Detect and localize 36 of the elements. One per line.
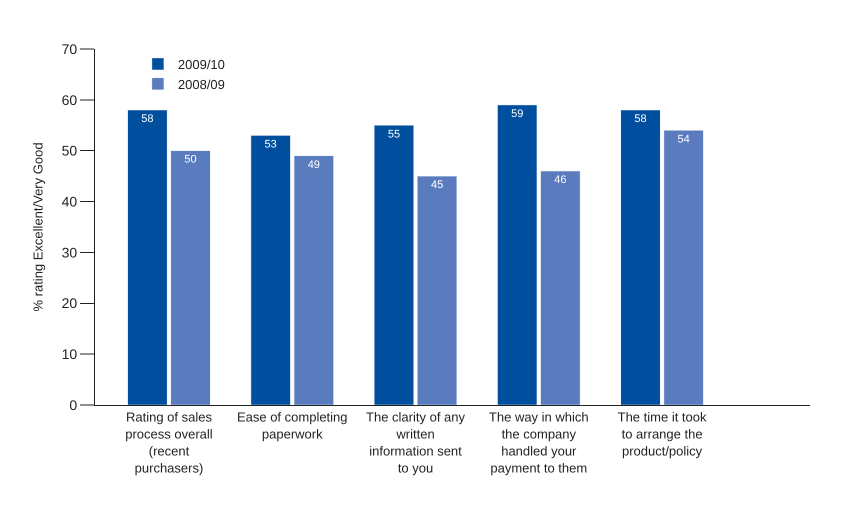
- bar: [497, 104, 538, 405]
- data-label: 49: [308, 158, 320, 171]
- bar: [620, 110, 660, 405]
- legend-label: 2009/10: [178, 57, 225, 72]
- data-label: 58: [634, 113, 647, 126]
- data-label: 53: [264, 138, 277, 150]
- y-tick-label: 10: [62, 346, 78, 362]
- y-tick-label: 30: [62, 244, 78, 260]
- data-label: 45: [430, 179, 444, 192]
- data-label: 50: [184, 154, 197, 166]
- bar: [374, 125, 414, 405]
- y-tick-label: 60: [62, 92, 78, 108]
- y-tick-label: 40: [62, 193, 78, 210]
- y-tick-label: 20: [62, 295, 78, 312]
- bar: [540, 170, 580, 405]
- x-tick-label: Ease of completing paperwork: [236, 410, 348, 442]
- data-label: 59: [511, 108, 524, 120]
- y-tick-label: 0: [69, 396, 78, 413]
- legend-label: 2008/09: [178, 76, 225, 92]
- x-tick-label: The way in which the company handled your payment to them: [488, 410, 589, 476]
- data-label: 58: [141, 113, 154, 126]
- data-label: 55: [388, 128, 400, 140]
- bar: [664, 130, 704, 405]
- bar: [127, 110, 168, 405]
- x-tick-label: The time it took to arrange the product/policy: [618, 410, 707, 458]
- x-tick-label: Rating of sales process overall (recent purchasers): [125, 410, 213, 476]
- y-axis-title: % rating Excellent/Very Good: [30, 142, 46, 312]
- data-label: 46: [554, 174, 566, 186]
- bar: [294, 156, 334, 405]
- y-tick-label: 50: [62, 142, 78, 159]
- x-tick-label: The clarity of any written information sent to you: [366, 410, 466, 476]
- bar: [417, 176, 458, 405]
- bar: [250, 135, 291, 405]
- y-tick-label: 70: [62, 40, 78, 57]
- data-label: 54: [678, 133, 690, 146]
- bar: [170, 150, 211, 405]
